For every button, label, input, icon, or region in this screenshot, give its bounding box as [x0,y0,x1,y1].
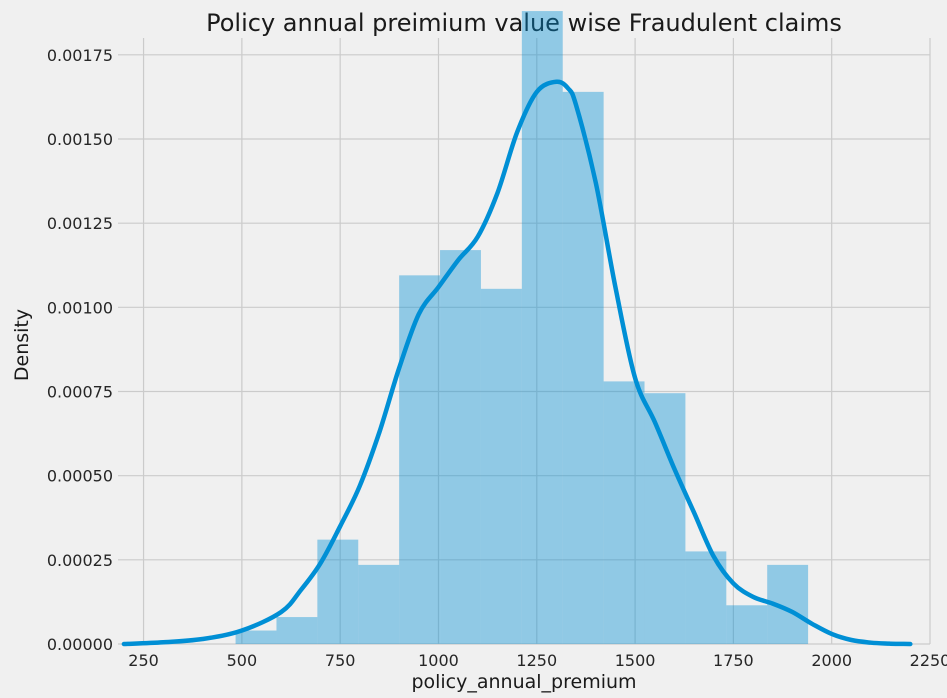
kde-curve-group [121,79,913,647]
x-tick-label: 2000 [811,651,852,670]
x-tick-label: 1000 [418,651,459,670]
x-axis-label: policy_annual_premium [411,671,636,693]
x-tick-label: 500 [227,651,258,670]
x-axis-ticks: 250 500 750 1000 1250 1500 1750 2000 2250 [128,651,947,670]
y-tick-label: 0.00075 [47,383,113,402]
histogram-bar [235,630,277,644]
histogram-bar [399,275,441,644]
histogram-bar [521,11,563,645]
histogram-bar [644,393,686,644]
y-tick-label: 0.00050 [47,467,113,486]
x-tick-label: 1250 [516,651,557,670]
x-tick-label: 2250 [910,651,947,670]
y-tick-label: 0.00100 [47,298,113,317]
x-tick-label: 250 [128,651,159,670]
histogram-bar [276,617,318,644]
y-tick-label: 0.00000 [47,635,113,654]
x-tick-label: 1500 [615,651,656,670]
histogram-bar [440,250,481,644]
y-tick-label: 0.00125 [47,214,113,233]
histogram-bar [603,381,645,644]
grid [118,38,931,645]
y-tick-label: 0.00025 [47,551,113,570]
histogram-bar [480,288,522,644]
x-tick-label: 1750 [713,651,754,670]
y-axis-label: Density [11,309,33,381]
chart-title: Policy annual preimium value wise Fraudu… [206,9,842,37]
y-tick-label: 0.00150 [47,130,113,149]
kde-curve [121,79,913,647]
y-tick-label: 0.00175 [47,46,113,65]
x-tick-label: 750 [325,651,356,670]
histogram-bars [235,11,809,645]
y-axis-ticks: 0.00000 0.00025 0.00050 0.00075 0.00100 0.001… [47,46,113,654]
histogram-bar [726,605,768,644]
histogram-bar [358,564,400,644]
histogram-bar [562,91,604,644]
